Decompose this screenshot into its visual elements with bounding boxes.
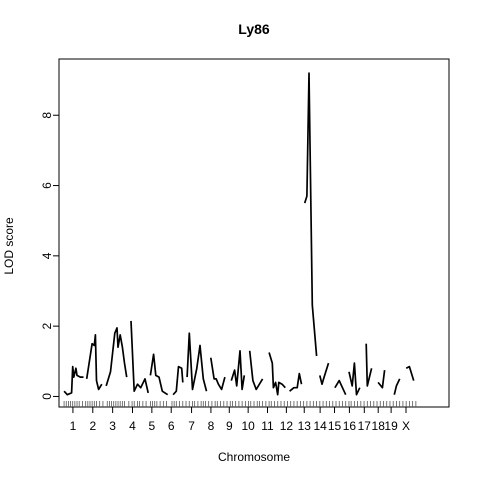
x-tick-label-chr-6: 6 [168,419,175,433]
x-tick-label-chr-11: 11 [261,419,274,433]
x-tick-label-chr-5: 5 [149,419,156,433]
x-tick-label-chr-10: 10 [241,419,255,433]
lod-line-chr-9 [230,349,246,391]
lod-line-chr-10 [248,350,264,391]
lod-line-chr-5 [149,353,169,396]
lod-line-chr-15 [334,379,347,396]
x-tick-label-chr-1: 1 [70,419,77,433]
chart-title: Ly86 [238,21,270,37]
lod-line-chr-X [405,365,415,381]
lod-line-chr-2 [85,334,103,391]
x-tick-label-chr-14: 14 [313,419,327,433]
lod-series [63,72,415,396]
y-tick-label: 6 [40,182,54,189]
x-tick-label-chr-17: 17 [358,419,372,433]
x-tick-label-chr-8: 8 [208,419,215,433]
lod-line-chr-3 [105,327,128,387]
lod-line-chr-18 [377,369,386,389]
plot-frame [58,58,450,408]
lod-line-chr-1 [63,365,84,396]
y-tick-label: 8 [40,112,54,119]
lod-line-chr-11 [268,352,286,396]
x-tick-label-chr-9: 9 [226,419,233,433]
y-axis-title: LOD score [2,217,16,275]
y-tick-label: 0 [40,393,54,400]
y-tick-label: 4 [40,252,54,259]
lod-line-chr-16 [348,362,361,396]
x-tick-label-chr-7: 7 [188,419,195,433]
lod-line-chr-14 [318,362,330,386]
x-tick-label-chr-12: 12 [280,419,294,433]
x-tick-label-chr-2: 2 [89,419,96,433]
lod-line-chr-7 [186,332,208,392]
marker-rug [63,401,417,407]
lod-line-chr-8 [209,357,226,391]
x-tick-label-chr-3: 3 [109,419,116,433]
x-tick-label-chr-16: 16 [343,419,357,433]
x-tick-label-chr-18: 18 [372,419,386,433]
y-tick-label: 2 [40,322,54,329]
lod-line-chr-4 [130,320,150,394]
x-tick-label-chr-13: 13 [298,419,312,433]
lod-line-chr-19 [393,378,401,395]
x-tick-label-chr-19: 19 [384,419,398,433]
lod-line-chr-17 [365,343,373,387]
y-axis: 0 2 4 6 8 [40,112,60,400]
x-tick-label-chr-15: 15 [328,419,342,433]
x-axis-title: Chromosome [218,450,290,464]
x-axis: 1 2 3 4 5 6 7 8 9 10 11 12 13 14 15 16 17 18 19 X [70,407,410,433]
x-tick-label-chr-X: X [402,419,410,433]
lod-line-chr-13 [303,72,318,357]
lod-line-chr-6 [172,365,184,396]
x-tick-label-chr-4: 4 [129,419,136,433]
lod-line-chr-12 [289,372,303,392]
